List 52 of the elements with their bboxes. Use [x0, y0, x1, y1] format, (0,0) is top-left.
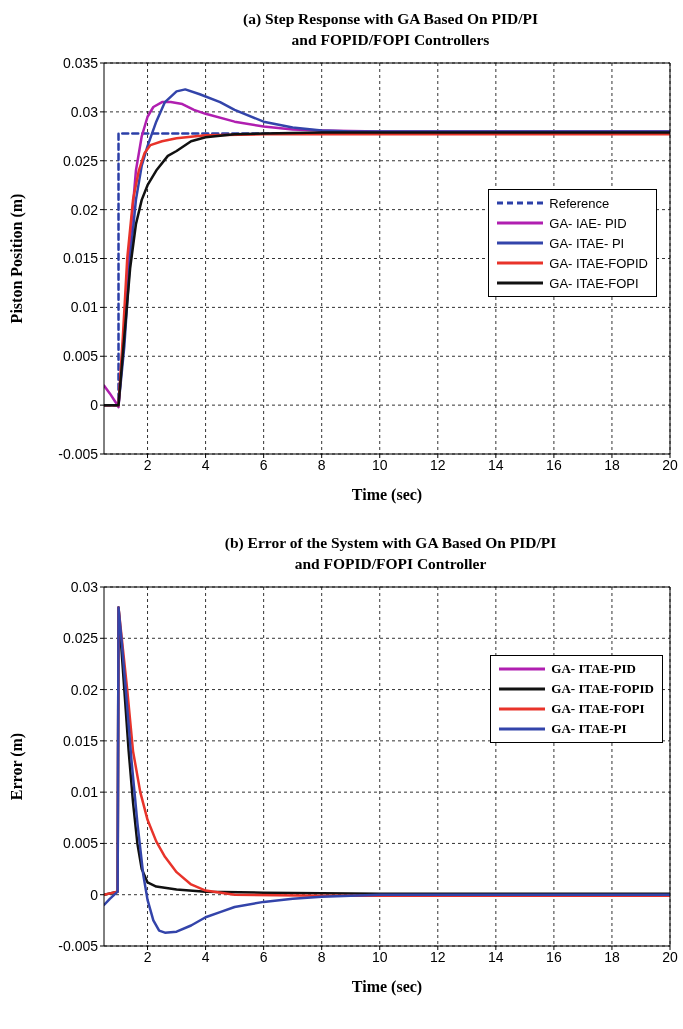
y-axis-title: Piston Position (m)	[7, 193, 26, 324]
x-tick-label: 18	[604, 948, 620, 965]
x-tick-label: 18	[604, 456, 620, 473]
y-axis-title: Error (m)	[7, 732, 26, 801]
y-tick-label: 0.01	[70, 784, 99, 801]
y-tick-label: 0.025	[62, 152, 99, 169]
legend-label: GA- ITAE-FOPID	[549, 255, 648, 271]
x-axis-title: Time (sec)	[351, 486, 423, 504]
legend-label: GA- ITAE-FOPI	[551, 701, 645, 718]
x-tick-label: 4	[201, 456, 210, 473]
x-tick-label: 20	[662, 456, 678, 473]
y-tick-label: 0.035	[62, 54, 99, 71]
legend-label: GA- ITAE-PI	[551, 721, 627, 738]
y-tick-label: 0.01	[70, 299, 99, 316]
y-tick-label: 0	[90, 886, 99, 903]
y-tick-label: 0.015	[62, 250, 99, 267]
x-tick-label: 6	[259, 948, 268, 965]
legend-label: GA- ITAE-PID	[551, 661, 636, 678]
y-tick-label: 0.03	[70, 578, 99, 595]
y-tick-label: 0.005	[62, 835, 99, 852]
x-tick-label: 2	[143, 948, 152, 965]
x-tick-label: 16	[546, 948, 562, 965]
chart-title: (a) Step Response with GA Based On PID/PI and FOPID/FOPI Controllers	[242, 9, 539, 50]
y-tick-label: 0.005	[62, 348, 99, 365]
legend-label: GA- ITAE- PI	[549, 235, 625, 251]
chart-title: (b) Error of the System with GA Based On PID/PI and FOPID/FOPI Controller	[223, 533, 558, 574]
legend-label: GA- ITAE-FOPI	[549, 275, 639, 291]
y-tick-label: 0	[90, 397, 99, 414]
x-tick-label: 16	[546, 456, 562, 473]
legend-label: Reference	[549, 195, 610, 211]
y-tick-label: 0.02	[70, 201, 99, 218]
x-tick-label: 8	[317, 456, 326, 473]
y-tick-label: 0.015	[62, 732, 99, 749]
x-tick-label: 4	[201, 948, 210, 965]
x-tick-label: 20	[662, 948, 678, 965]
x-axis-title: Time (sec)	[351, 978, 423, 996]
x-tick-label: 14	[488, 456, 504, 473]
y-tick-label: 0.02	[70, 681, 99, 698]
legend-label: GA- ITAE-FOPID	[551, 681, 654, 698]
y-tick-label: 0.03	[70, 103, 99, 120]
x-tick-label: 14	[488, 948, 504, 965]
y-tick-label: -0.005	[58, 445, 99, 462]
y-tick-label: 0.025	[62, 630, 99, 647]
x-tick-label: 10	[371, 456, 388, 473]
x-tick-label: 2	[143, 456, 152, 473]
x-tick-label: 12	[430, 948, 446, 965]
y-tick-label: -0.005	[58, 937, 99, 954]
x-tick-label: 10	[371, 948, 388, 965]
x-tick-label: 12	[430, 456, 446, 473]
x-tick-label: 8	[317, 948, 326, 965]
legend-label: GA- IAE- PID	[549, 215, 627, 231]
x-tick-label: 6	[259, 456, 268, 473]
